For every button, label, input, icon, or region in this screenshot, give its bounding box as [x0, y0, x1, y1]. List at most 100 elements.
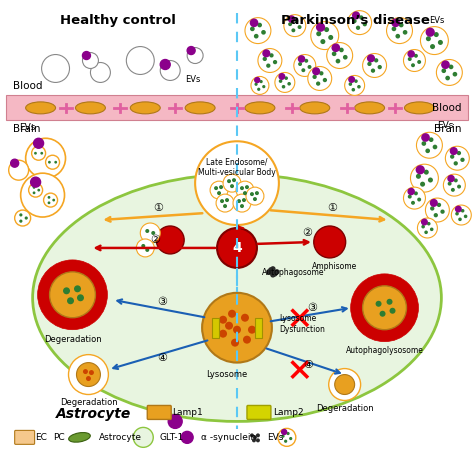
- Circle shape: [464, 215, 467, 218]
- Circle shape: [47, 202, 50, 204]
- Circle shape: [284, 15, 306, 37]
- Circle shape: [454, 179, 458, 182]
- Bar: [6, 95, 468, 120]
- Text: EVs: EVs: [267, 433, 283, 442]
- Circle shape: [133, 427, 153, 447]
- Circle shape: [46, 155, 60, 169]
- Circle shape: [443, 174, 465, 196]
- Circle shape: [279, 74, 285, 79]
- Circle shape: [48, 161, 51, 164]
- Circle shape: [248, 326, 256, 334]
- Ellipse shape: [245, 102, 275, 114]
- Circle shape: [275, 72, 295, 93]
- Circle shape: [392, 19, 399, 27]
- Circle shape: [32, 146, 46, 160]
- Circle shape: [433, 145, 438, 149]
- Circle shape: [63, 287, 70, 294]
- Bar: [255, 318, 263, 338]
- Circle shape: [282, 435, 284, 438]
- Text: Blood: Blood: [13, 82, 42, 92]
- Circle shape: [261, 30, 266, 35]
- Circle shape: [347, 11, 372, 35]
- Circle shape: [257, 87, 260, 91]
- Circle shape: [427, 222, 430, 225]
- Text: Lysosome: Lysosome: [206, 370, 247, 379]
- Circle shape: [434, 32, 439, 37]
- Circle shape: [246, 187, 264, 205]
- Circle shape: [28, 183, 43, 197]
- Circle shape: [257, 23, 262, 27]
- Circle shape: [395, 34, 400, 38]
- Circle shape: [442, 61, 449, 68]
- Circle shape: [259, 80, 263, 83]
- Circle shape: [233, 326, 241, 334]
- Circle shape: [250, 433, 254, 437]
- Circle shape: [363, 54, 386, 77]
- Circle shape: [256, 438, 260, 442]
- Circle shape: [349, 76, 355, 82]
- Circle shape: [269, 53, 273, 58]
- Circle shape: [141, 244, 145, 248]
- Circle shape: [228, 310, 236, 318]
- Circle shape: [287, 82, 291, 86]
- Circle shape: [278, 428, 296, 447]
- Circle shape: [374, 58, 378, 62]
- Circle shape: [426, 36, 431, 41]
- Circle shape: [327, 43, 353, 69]
- Circle shape: [21, 173, 64, 217]
- Circle shape: [408, 57, 412, 61]
- Circle shape: [298, 62, 302, 66]
- Text: Lysosome
Dysfunction: Lysosome Dysfunction: [279, 314, 325, 334]
- Circle shape: [251, 76, 269, 94]
- Circle shape: [417, 60, 421, 64]
- Circle shape: [26, 138, 65, 178]
- Circle shape: [44, 193, 57, 207]
- Circle shape: [359, 15, 364, 20]
- Circle shape: [429, 137, 433, 142]
- Circle shape: [450, 154, 455, 159]
- Circle shape: [50, 272, 95, 318]
- Circle shape: [352, 19, 356, 23]
- Circle shape: [354, 79, 358, 83]
- Circle shape: [223, 204, 227, 208]
- Circle shape: [145, 229, 149, 233]
- FancyBboxPatch shape: [247, 405, 271, 420]
- Circle shape: [286, 432, 290, 435]
- Circle shape: [245, 18, 271, 44]
- Circle shape: [329, 369, 361, 400]
- FancyArrowPatch shape: [237, 225, 243, 231]
- FancyBboxPatch shape: [15, 431, 35, 444]
- Ellipse shape: [75, 102, 105, 114]
- Circle shape: [33, 191, 36, 194]
- Circle shape: [458, 218, 462, 221]
- Circle shape: [255, 191, 259, 195]
- Circle shape: [253, 197, 257, 201]
- Circle shape: [430, 200, 437, 206]
- Circle shape: [455, 212, 459, 216]
- Circle shape: [19, 213, 22, 217]
- Circle shape: [434, 213, 438, 218]
- Circle shape: [353, 12, 359, 19]
- Circle shape: [156, 226, 184, 254]
- Circle shape: [267, 270, 271, 274]
- Circle shape: [317, 23, 325, 31]
- Circle shape: [378, 65, 382, 69]
- Circle shape: [258, 49, 282, 72]
- Circle shape: [414, 191, 418, 196]
- Circle shape: [411, 201, 415, 205]
- Circle shape: [9, 160, 28, 180]
- Circle shape: [437, 60, 462, 86]
- Circle shape: [446, 146, 469, 170]
- Circle shape: [219, 316, 227, 324]
- Circle shape: [214, 186, 218, 190]
- Circle shape: [399, 23, 403, 27]
- Circle shape: [420, 182, 425, 187]
- Circle shape: [457, 151, 461, 155]
- Circle shape: [282, 85, 285, 88]
- Circle shape: [336, 59, 340, 63]
- Circle shape: [273, 272, 277, 276]
- Text: Brain: Brain: [434, 124, 461, 134]
- Circle shape: [335, 375, 355, 394]
- Circle shape: [187, 48, 203, 64]
- Text: ④: ④: [303, 360, 313, 370]
